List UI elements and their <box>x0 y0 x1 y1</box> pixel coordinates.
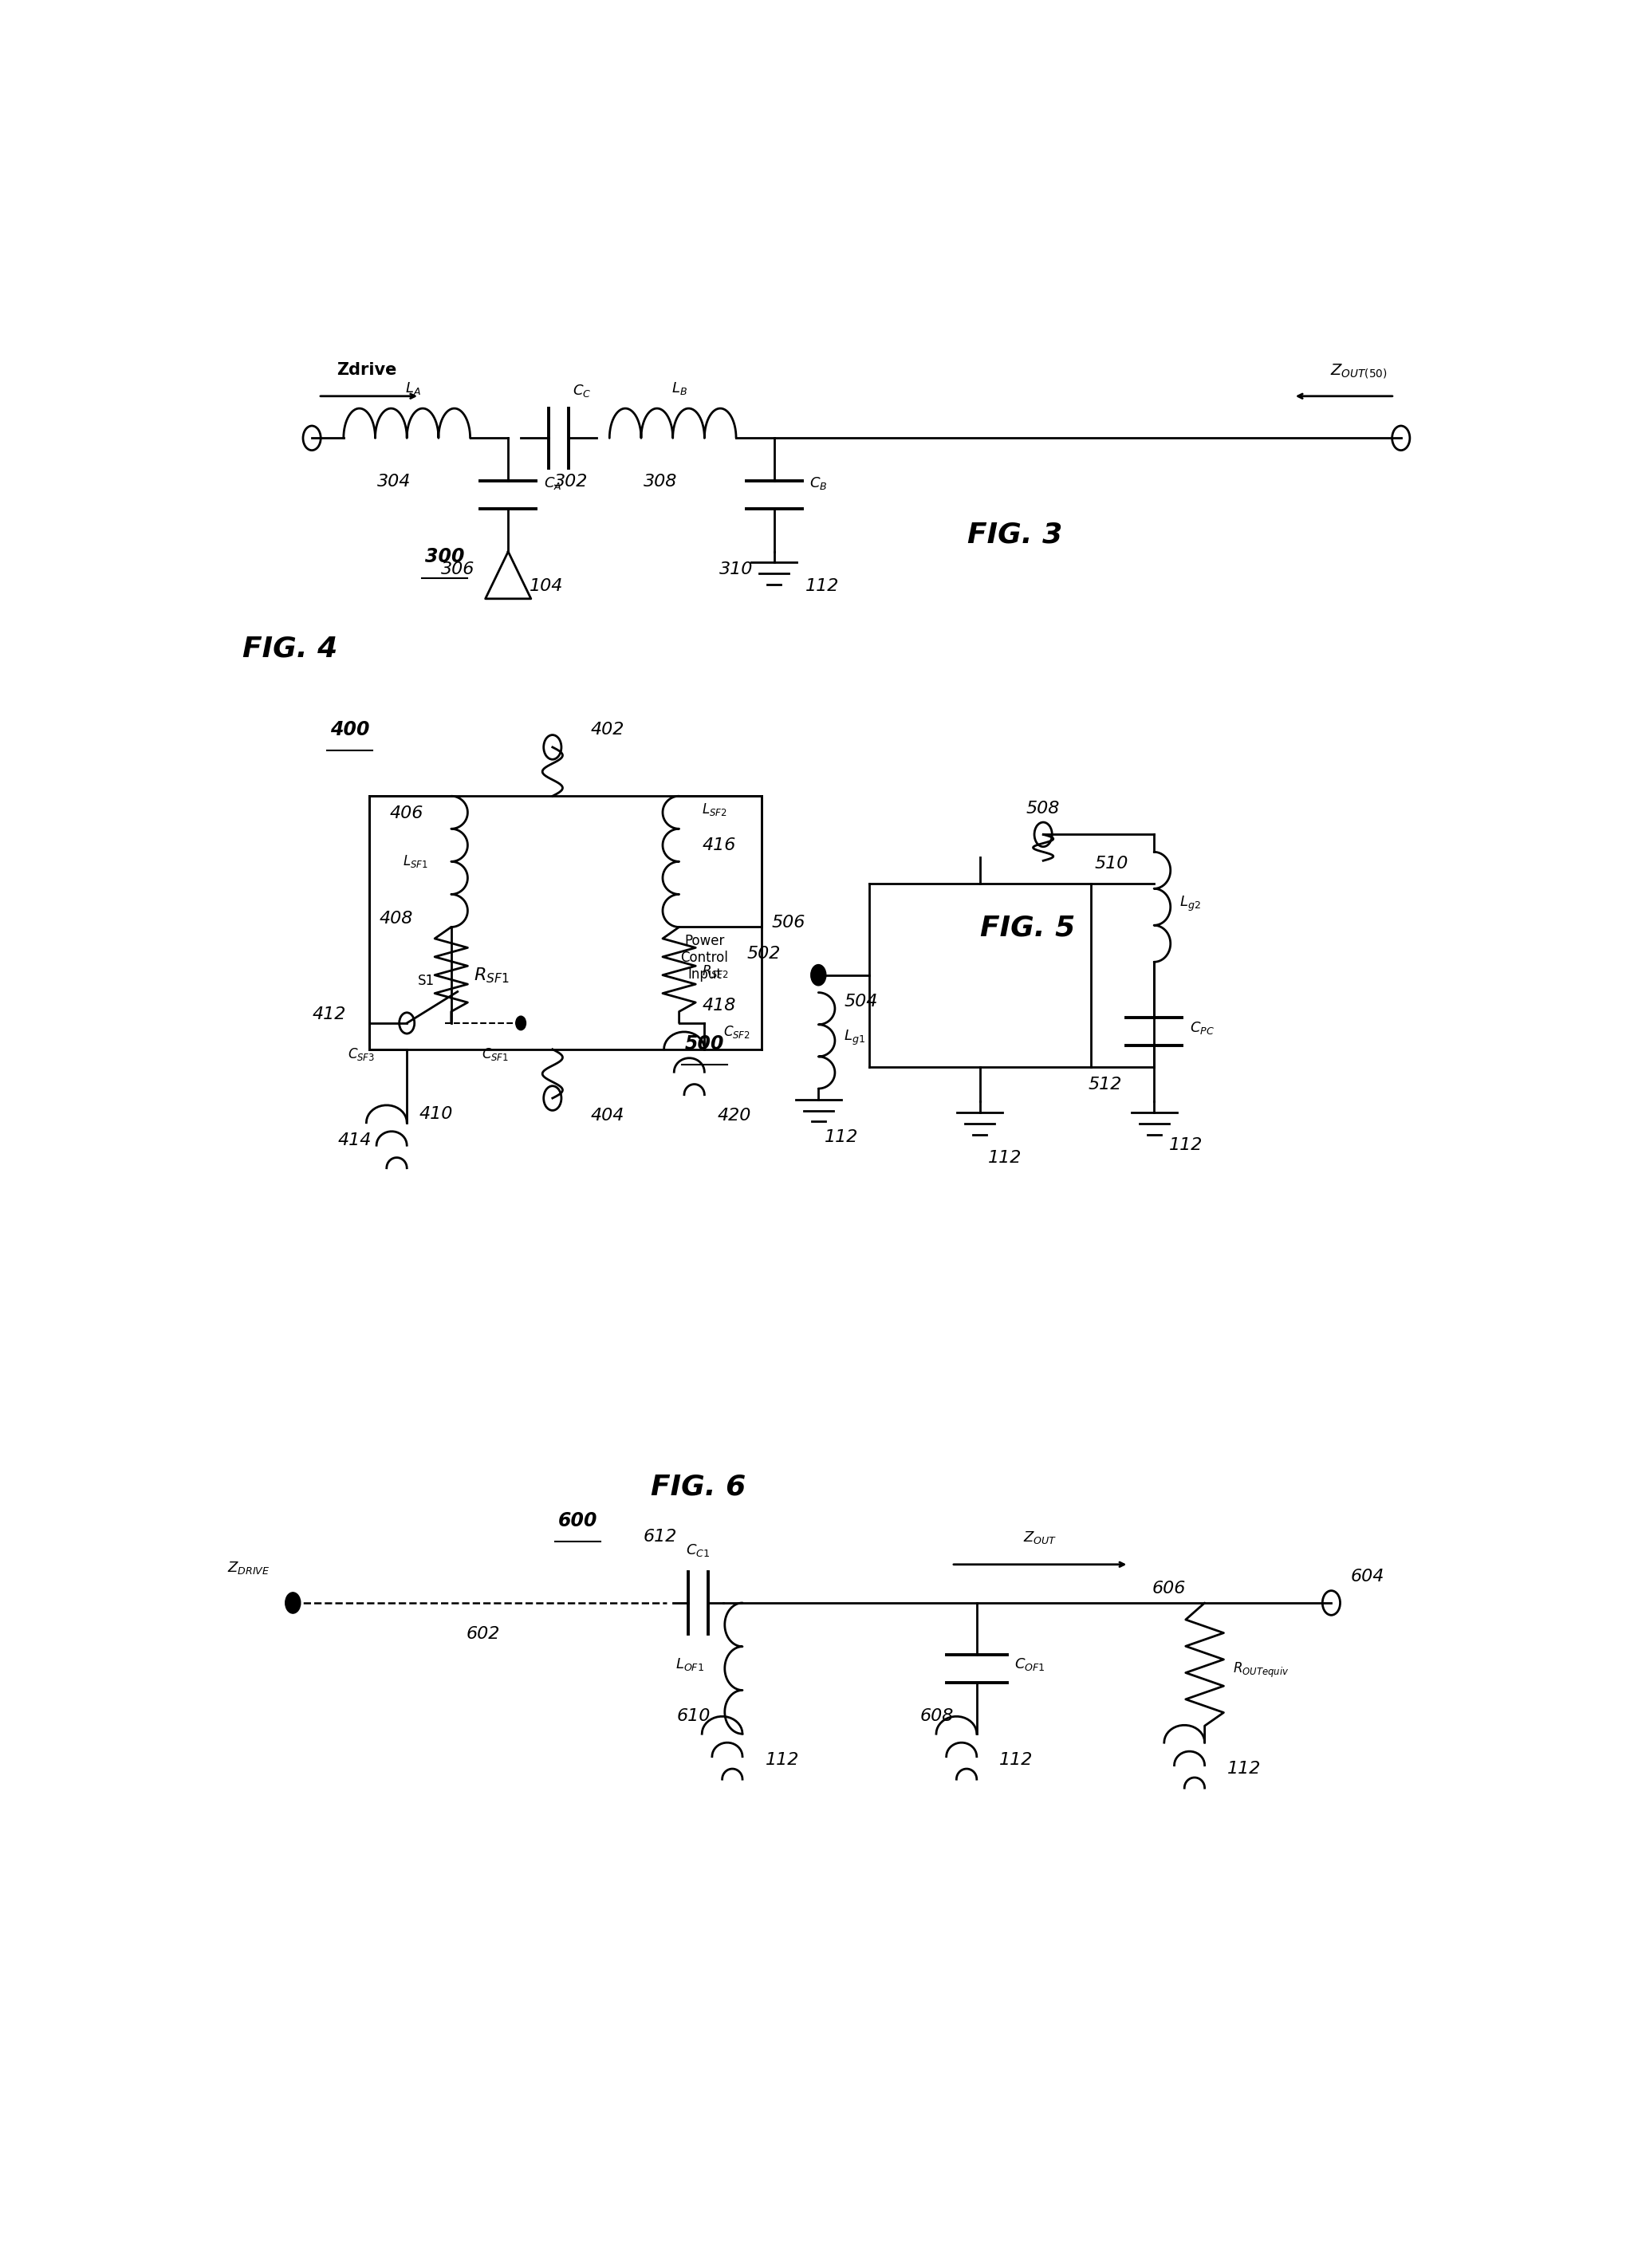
Text: $C_{SF3}$: $C_{SF3}$ <box>348 1046 376 1061</box>
Text: 304: 304 <box>377 474 412 490</box>
Circle shape <box>516 1016 526 1030</box>
Text: 610: 610 <box>676 1708 711 1724</box>
Text: 608: 608 <box>920 1708 954 1724</box>
Text: 406: 406 <box>389 805 423 821</box>
Circle shape <box>810 964 827 987</box>
Text: 414: 414 <box>338 1132 371 1148</box>
Text: 412: 412 <box>312 1007 346 1023</box>
Text: 606: 606 <box>1152 1581 1186 1597</box>
Text: $C_{C1}$: $C_{C1}$ <box>686 1542 711 1558</box>
Text: 510: 510 <box>1095 855 1129 871</box>
Text: Power
Control
Input: Power Control Input <box>681 934 729 982</box>
Circle shape <box>286 1592 301 1613</box>
Text: 302: 302 <box>554 474 588 490</box>
Text: $L_B$: $L_B$ <box>672 381 686 397</box>
Text: 612: 612 <box>644 1529 676 1545</box>
Text: FIG. 4: FIG. 4 <box>242 635 337 662</box>
Text: $L_{SF1}$: $L_{SF1}$ <box>404 853 428 869</box>
Text: 506: 506 <box>771 914 806 930</box>
Text: $C_{SF1}$: $C_{SF1}$ <box>482 1046 510 1061</box>
Text: $Z_{DRIVE}$: $Z_{DRIVE}$ <box>227 1560 270 1576</box>
Text: FIG. 6: FIG. 6 <box>650 1474 745 1499</box>
Text: 404: 404 <box>590 1107 624 1123</box>
Text: 112: 112 <box>824 1129 858 1145</box>
Text: $Z_{OUT}$: $Z_{OUT}$ <box>1023 1531 1057 1547</box>
Text: 500: 500 <box>685 1034 724 1055</box>
Text: 300: 300 <box>425 547 464 567</box>
Text: 410: 410 <box>420 1107 453 1123</box>
Text: 602: 602 <box>466 1626 500 1642</box>
Text: 600: 600 <box>559 1510 598 1531</box>
Text: 400: 400 <box>330 721 369 739</box>
Text: $C_A$: $C_A$ <box>544 474 562 490</box>
Text: 418: 418 <box>703 998 735 1014</box>
Text: 512: 512 <box>1088 1077 1123 1093</box>
Text: 502: 502 <box>747 946 781 962</box>
Text: 420: 420 <box>717 1107 752 1123</box>
Text: 112: 112 <box>1168 1136 1203 1154</box>
Text: $L_{OF1}$: $L_{OF1}$ <box>676 1656 704 1672</box>
Text: 508: 508 <box>1026 801 1060 816</box>
Text: $C_{OF1}$: $C_{OF1}$ <box>1015 1656 1046 1672</box>
Text: 112: 112 <box>1000 1753 1033 1769</box>
Text: $L_A$: $L_A$ <box>405 381 422 397</box>
Text: FIG. 3: FIG. 3 <box>967 522 1062 549</box>
Text: 306: 306 <box>441 560 474 576</box>
Text: $R_{OUTequiv}$: $R_{OUTequiv}$ <box>1232 1660 1289 1678</box>
Text: $R_{SF1}$: $R_{SF1}$ <box>474 966 510 984</box>
Text: $L_{g2}$: $L_{g2}$ <box>1180 896 1201 914</box>
Text: Zdrive: Zdrive <box>337 363 397 379</box>
Text: 402: 402 <box>590 721 624 737</box>
Text: 408: 408 <box>379 909 413 925</box>
Text: FIG. 5: FIG. 5 <box>980 914 1075 941</box>
Text: 604: 604 <box>1350 1569 1384 1585</box>
Text: $C_{SF2}$: $C_{SF2}$ <box>724 1025 750 1041</box>
Text: $C_C$: $C_C$ <box>572 383 592 399</box>
Text: $C_{PC}$: $C_{PC}$ <box>1190 1021 1214 1036</box>
Text: 310: 310 <box>719 560 753 576</box>
Text: $C_B$: $C_B$ <box>809 474 827 490</box>
Text: 504: 504 <box>843 993 877 1009</box>
Text: 112: 112 <box>989 1150 1023 1166</box>
Text: 308: 308 <box>644 474 676 490</box>
Text: 416: 416 <box>703 837 735 853</box>
Text: $R_{SF2}$: $R_{SF2}$ <box>703 964 729 980</box>
Text: 104: 104 <box>529 578 564 594</box>
Text: $L_{SF2}$: $L_{SF2}$ <box>703 801 727 816</box>
Text: S1: S1 <box>417 973 435 989</box>
Text: 112: 112 <box>1227 1760 1261 1776</box>
Text: 112: 112 <box>806 578 840 594</box>
Text: $L_{g1}$: $L_{g1}$ <box>843 1027 866 1048</box>
Text: 112: 112 <box>765 1753 799 1769</box>
Text: $Z_{OUT(50)}$: $Z_{OUT(50)}$ <box>1330 363 1387 381</box>
